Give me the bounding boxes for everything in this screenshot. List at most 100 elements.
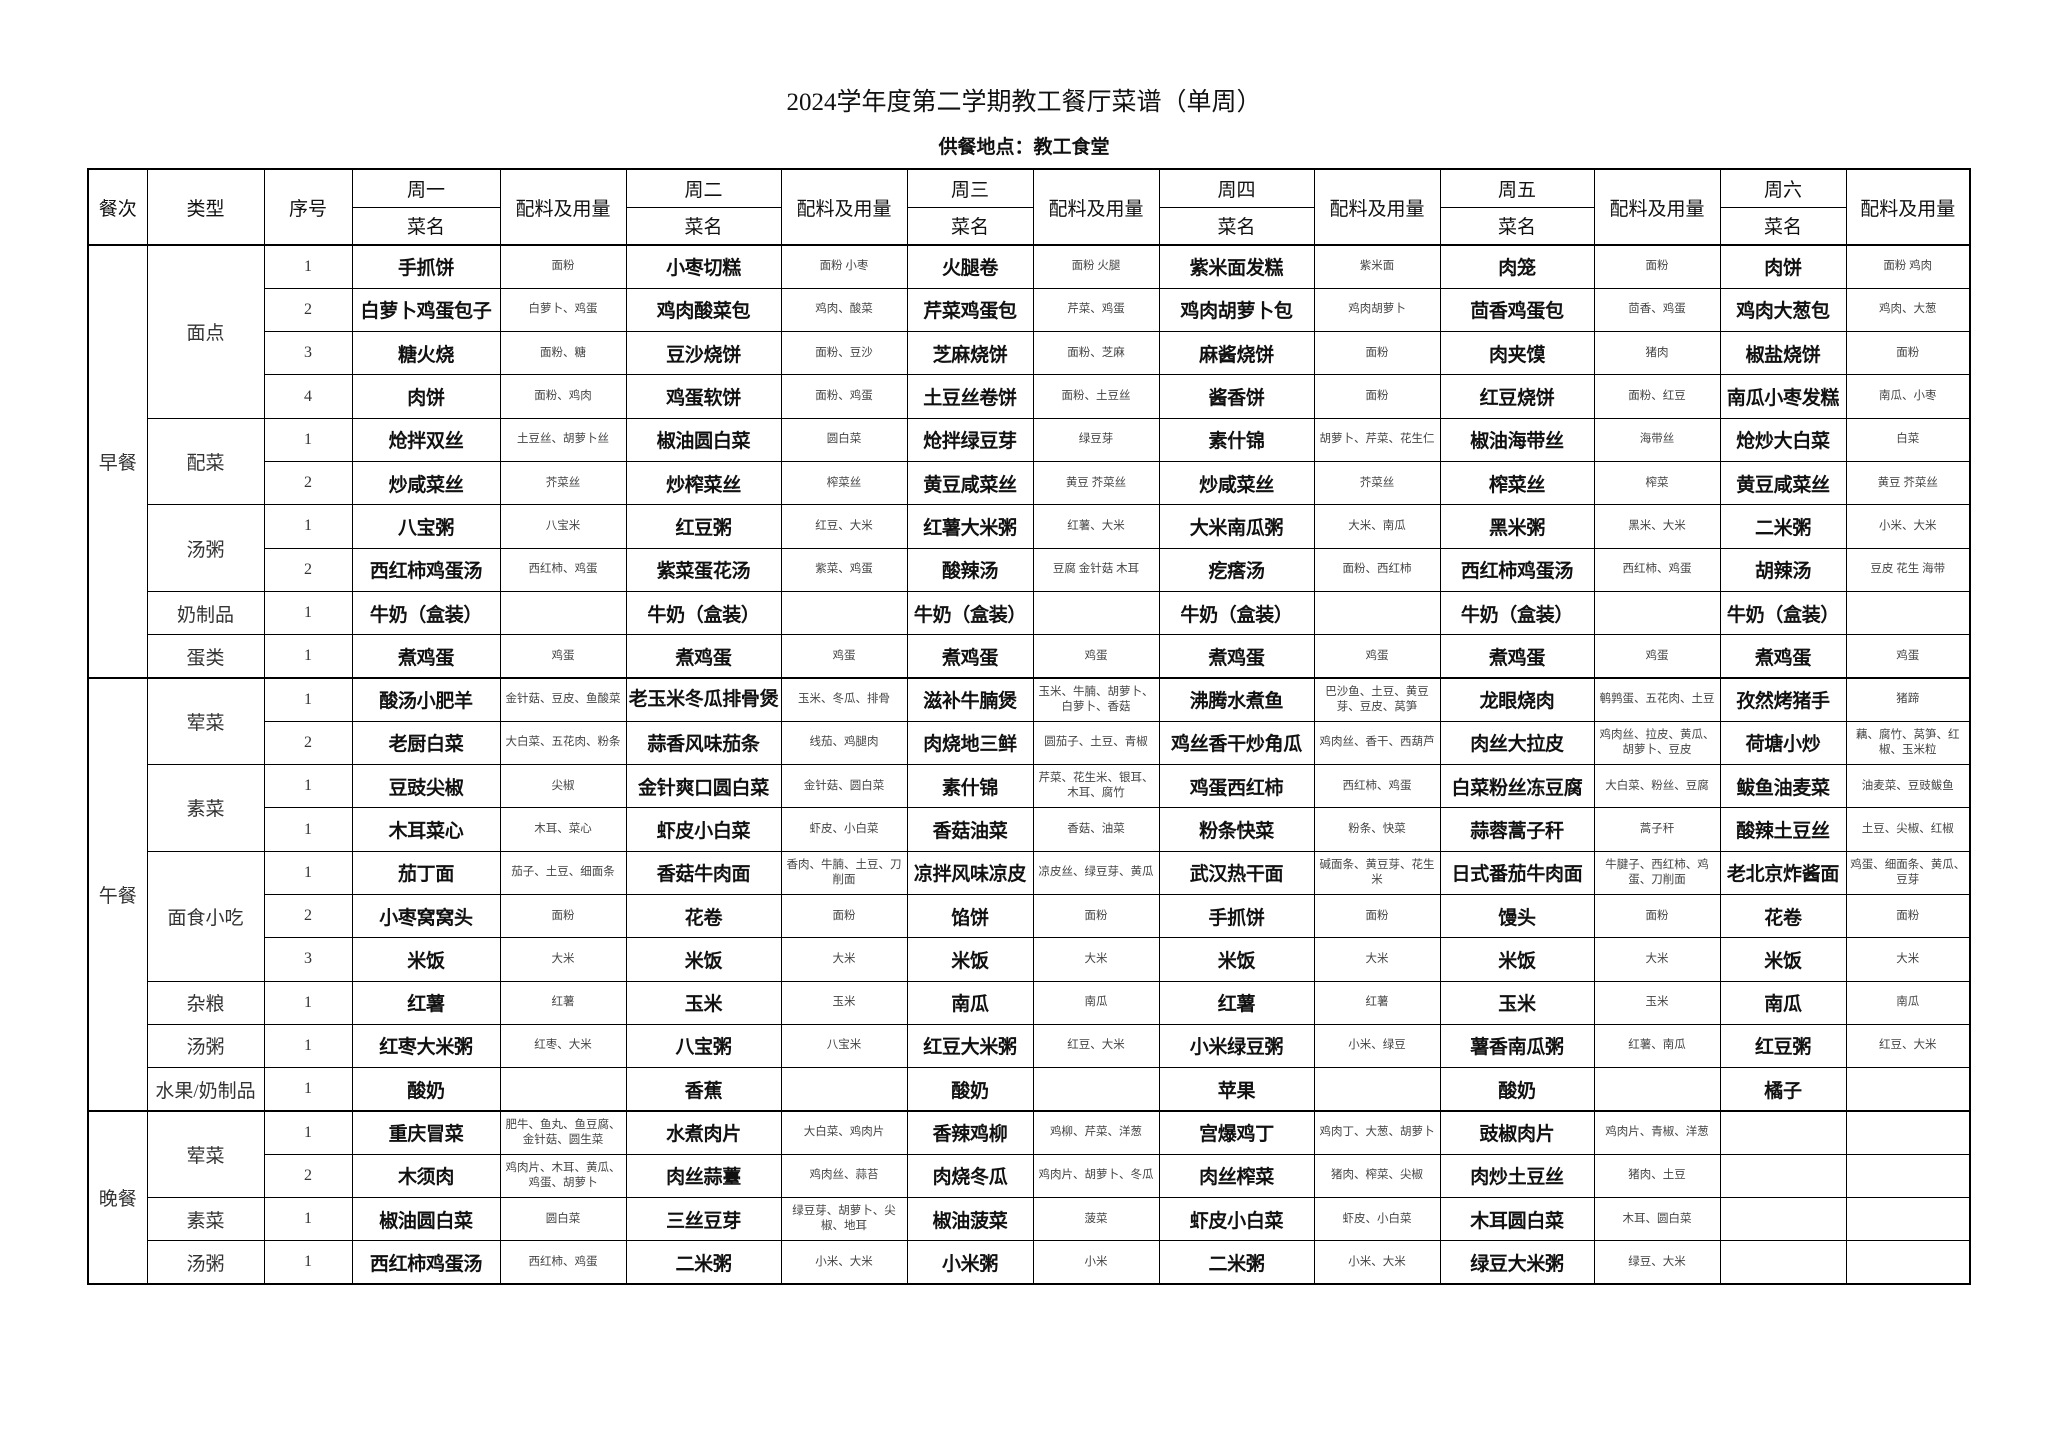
- dish-name: 西红柿鸡蛋汤: [351, 1240, 501, 1285]
- dish-name: 茴香鸡蛋包: [1439, 287, 1595, 333]
- dish-name: 老玉米冬瓜排骨煲: [625, 676, 782, 722]
- ingredients: [1593, 590, 1721, 636]
- ingredients: 鸡蛋: [499, 634, 627, 679]
- dish-name: 木须肉: [351, 1153, 501, 1199]
- dish-name: 八宝粥: [351, 504, 501, 549]
- ingredients: 八宝米: [499, 504, 627, 549]
- table-row: 2 西红柿鸡蛋汤 西红柿、鸡蛋 紫菜蛋花汤 紫菜、鸡蛋 酸辣汤 豆腐 金针菇 木耳 疙瘩汤 面粉…: [88, 547, 1971, 592]
- meal-label: 午餐: [87, 676, 148, 1112]
- header-day: 周二: [625, 168, 782, 208]
- serving-location: 供餐地点：教工食堂: [938, 137, 1110, 158]
- header-meal: 餐次: [87, 168, 148, 246]
- dish-name: 红豆烧饼: [1439, 374, 1595, 419]
- menu-table: 餐次 类型 序号 周一 配料及用量 周二 配料及用量 周三 配料及用量 周四 配料及用量 周五 配料及用…: [87, 168, 1971, 1286]
- dish-name: 红豆粥: [625, 504, 782, 549]
- header-day: 周六: [1719, 168, 1847, 208]
- dish-name: 橘子: [1719, 1067, 1847, 1112]
- ingredients: [1313, 1067, 1441, 1112]
- dish-name: 糖火烧: [351, 331, 501, 376]
- dish-name: 鸡肉大葱包: [1719, 287, 1847, 333]
- dish-name: 红薯: [1158, 980, 1315, 1025]
- sequence-number: 2: [263, 287, 353, 333]
- ingredients: 西红柿、鸡蛋: [499, 1240, 627, 1285]
- dish-type: 杂粮: [146, 980, 265, 1025]
- sequence-number: 1: [263, 243, 353, 289]
- dish-name: 西红柿鸡蛋汤: [351, 547, 501, 592]
- ingredients: 芥菜丝: [499, 460, 627, 506]
- table-row: 汤粥 1 八宝粥 八宝米 红豆粥 红豆、大米 红薯大米粥 红薯、大米 大米南瓜粥 大米、南瓜 黑米粥…: [88, 504, 1971, 592]
- ingredients: 碱面条、黄豆芽、花生米: [1313, 850, 1441, 895]
- ingredients: 面粉、糖: [499, 331, 627, 376]
- ingredients: 白萝卜、鸡蛋: [499, 287, 627, 333]
- header-type: 类型: [146, 168, 265, 246]
- ingredients: 土豆、尖椒、红椒: [1845, 807, 1971, 852]
- ingredients: 芹菜、花生米、银耳、木耳、腐竹: [1032, 764, 1160, 809]
- ingredients: 海带丝: [1593, 417, 1721, 462]
- ingredients: 紫菜、鸡蛋: [780, 547, 908, 592]
- dish-name: 苹果: [1158, 1067, 1315, 1112]
- dish-name: 薯香南瓜粥: [1439, 1023, 1595, 1069]
- ingredients: 玉米: [1593, 980, 1721, 1025]
- dish-name: 小枣切糕: [625, 243, 782, 289]
- ingredients: 鸡蛋: [780, 634, 908, 679]
- table-row: 2 炒咸菜丝 芥菜丝 炒榨菜丝 榨菜丝 黄豆咸菜丝 黄豆 芥菜丝 炒咸菜丝 芥菜丝 榨菜丝 榨菜 黄豆…: [88, 460, 1971, 506]
- ingredients: 面粉: [1593, 893, 1721, 939]
- ingredients: 凉皮丝、绿豆芽、黄瓜: [1032, 850, 1160, 895]
- ingredients: 线茄、鸡腿肉: [780, 720, 908, 766]
- header-seq: 序号: [263, 168, 353, 246]
- ingredients: 小米、绿豆: [1313, 1023, 1441, 1069]
- ingredients: 鸡肉丝、香干、西葫芦: [1313, 720, 1441, 766]
- ingredients: [1845, 1153, 1971, 1199]
- ingredients: 豆皮 花生 海带: [1845, 547, 1971, 592]
- table-row: 汤粥 1 红枣大米粥 红枣、大米 八宝粥 八宝米 红豆大米粥 红豆、大米 小米绿豆粥 小米、绿豆薯…: [88, 1023, 1971, 1069]
- dish-name: 酸奶: [906, 1067, 1034, 1112]
- ingredients: 鸡肉丝、蒜苔: [780, 1153, 908, 1199]
- ingredients: 茄子、土豆、细面条: [499, 850, 627, 895]
- ingredients: 油麦菜、豆豉鲅鱼: [1845, 764, 1971, 809]
- dish-name: 武汉热干面: [1158, 850, 1315, 895]
- dish-name: 煮鸡蛋: [625, 634, 782, 679]
- ingredients: 巴沙鱼、土豆、黄豆芽、豆皮、莴笋: [1313, 676, 1441, 722]
- dish-name: 牛奶（盒装）: [1158, 590, 1315, 636]
- ingredients: 鸡肉胡萝卜: [1313, 287, 1441, 333]
- table-body: 早餐 面点 1 手抓饼 面粉 小枣切糕 面粉 小枣 火腿卷 面粉 火腿 紫米面发糕 紫米面 肉笼 面粉肉…: [87, 243, 1971, 1285]
- table-row: 素菜 1 椒油圆白菜 圆白菜 三丝豆芽 绿豆芽、胡萝卜、尖椒、地耳 椒油菠菜 菠菜 虾皮小白菜虾…: [88, 1197, 1971, 1242]
- ingredients: 面粉 小枣: [780, 243, 908, 289]
- ingredients: 菠菜: [1032, 1197, 1160, 1242]
- ingredients: 大白菜、鸡肉片: [780, 1109, 908, 1155]
- ingredients: 蒿子秆: [1593, 807, 1721, 852]
- ingredients: 黑米、大米: [1593, 504, 1721, 549]
- ingredients: 面粉、红豆: [1593, 374, 1721, 419]
- ingredients: 红薯、大米: [1032, 504, 1160, 549]
- sequence-number: 2: [263, 547, 353, 592]
- dish-name: 酸辣土豆丝: [1719, 807, 1847, 852]
- dish-name: 手抓饼: [351, 243, 501, 289]
- table-row: 3 糖火烧 面粉、糖 豆沙烧饼 面粉、豆沙 芝麻烧饼 面粉、芝麻 麻酱烧饼 面粉 肉夹馍 猪肉 椒盐烧…: [88, 331, 1971, 376]
- table-row: 2 老厨白菜 大白菜、五花肉、粉条 蒜香风味茄条 线茄、鸡腿肉 肉烧地三鲜 圆茄子、土豆、青…: [88, 720, 1971, 766]
- dish-name: 老北京炸酱面: [1719, 850, 1847, 895]
- page-title: 2024学年度第二学期教工餐厅菜谱（单周）: [786, 89, 1262, 116]
- dish-name: 南瓜: [906, 980, 1034, 1025]
- ingredients: 大米: [780, 937, 908, 982]
- dish-name: 鸡肉胡萝卜包: [1158, 287, 1315, 333]
- dish-name: 疙瘩汤: [1158, 547, 1315, 592]
- ingredients: 香肉、牛腩、土豆、刀削面: [780, 850, 908, 895]
- sequence-number: 2: [263, 893, 353, 939]
- ingredients: 鸡蛋: [1313, 634, 1441, 679]
- ingredients: 肥牛、鱼丸、鱼豆腐、金针菇、圆生菜: [499, 1109, 627, 1155]
- dish-name: 白萝卜鸡蛋包子: [351, 287, 501, 333]
- dish-name: 二米粥: [1158, 1240, 1315, 1285]
- ingredients: 面粉、豆沙: [780, 331, 908, 376]
- ingredients: 面粉: [1313, 331, 1441, 376]
- sequence-number: 1: [263, 590, 353, 636]
- ingredients: 金针菇、豆皮、鱼酸菜: [499, 676, 627, 722]
- sequence-number: 2: [263, 1153, 353, 1199]
- ingredients: 红豆、大米: [1032, 1023, 1160, 1069]
- ingredients: 南瓜: [1032, 980, 1160, 1025]
- ingredients: 猪蹄: [1845, 676, 1971, 722]
- dish-name: 紫菜蛋花汤: [625, 547, 782, 592]
- table-row: 素菜 1 豆豉尖椒 尖椒 金针爽口圆白菜 金针菇、圆白菜 素什锦 芹菜、花生米、银耳、木耳、腐…: [88, 764, 1971, 852]
- header-dish: 菜名: [1719, 206, 1847, 246]
- dish-name: 肉饼: [1719, 243, 1847, 289]
- header-dish: 菜名: [625, 206, 782, 246]
